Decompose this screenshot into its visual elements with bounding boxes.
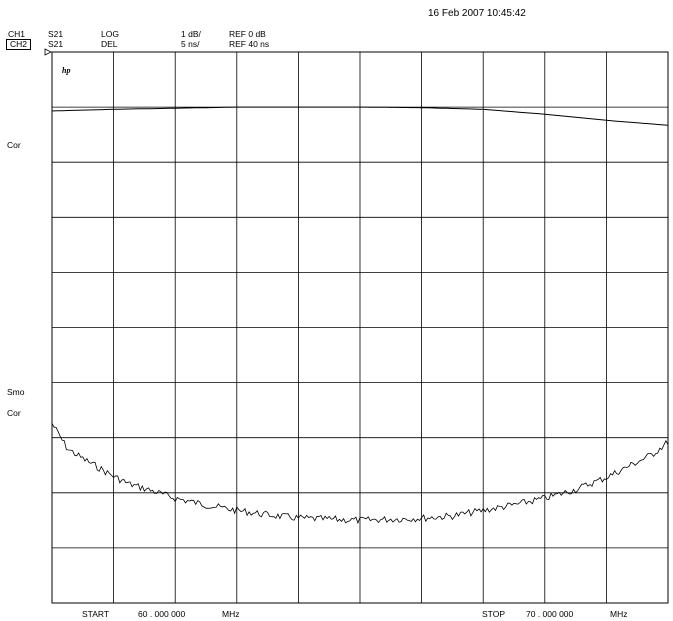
channel-1-ref: REF 0 dB — [229, 29, 266, 39]
channel-2-ref: REF 40 ns — [229, 39, 270, 49]
channel-1-format: LOG — [101, 29, 119, 39]
chart-traces — [51, 106, 669, 525]
stop-frequency: 70 . 000 000 — [526, 609, 574, 619]
start-frequency: 60 . 000 000 — [138, 609, 186, 619]
trace-ch2 — [51, 423, 669, 525]
ch2-smoothing-label: Smo — [7, 387, 25, 397]
stop-label: STOP — [482, 609, 505, 619]
channel-2-scale: 5 ns/ — [181, 39, 200, 49]
start-unit: MHz — [222, 609, 240, 619]
trace-ch1 — [51, 106, 669, 126]
start-label: START — [82, 609, 110, 619]
stop-unit: MHz — [610, 609, 628, 619]
channel-1-scale: 1 dB/ — [181, 29, 201, 39]
chart-grid — [44, 48, 669, 604]
timestamp: 16 Feb 2007 10:45:42 — [428, 8, 526, 19]
hp-logo: hp — [62, 66, 70, 75]
channel-2-param: S21 — [48, 39, 64, 49]
channel-1-param: S21 — [48, 29, 64, 39]
channel-2-format: DEL — [101, 39, 118, 49]
channel-2-label[interactable]: CH2 — [6, 39, 32, 50]
ch1-correction-label: Cor — [7, 140, 21, 150]
reference-marker — [44, 48, 52, 56]
channel-1-label[interactable]: CH1 — [8, 29, 26, 39]
ch2-correction-label: Cor — [7, 408, 21, 418]
